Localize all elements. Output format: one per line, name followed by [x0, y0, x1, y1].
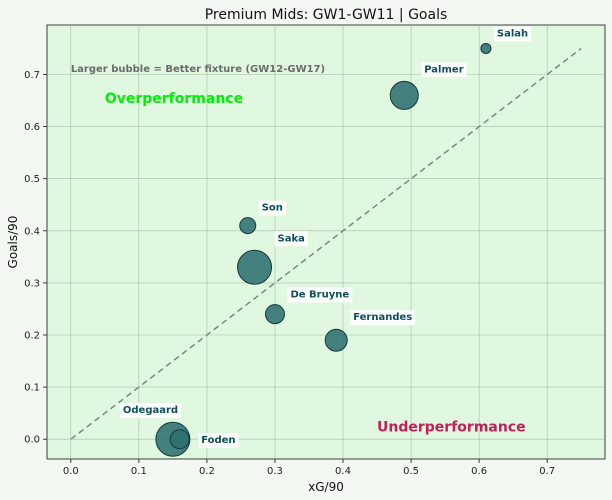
- point-label: Palmer: [424, 64, 463, 75]
- point-label-group: Salah: [493, 26, 532, 42]
- chart-title: Premium Mids: GW1-GW11 | Goals: [205, 7, 448, 23]
- point-label: Saka: [278, 233, 305, 244]
- x-tick-label: 0.5: [403, 466, 419, 477]
- axis-ticks: 0.0 0.1 0.2 0.3 0.4 0.5 0.6 0.7 0.0 0.1 0.2 0.3 0.4 0…: [24, 70, 555, 477]
- point-label: Odegaard: [123, 405, 178, 416]
- point-label: Salah: [497, 28, 528, 39]
- x-tick-label: 0.1: [131, 466, 147, 477]
- point-label-background: [287, 287, 353, 303]
- point-label-background: [350, 310, 416, 326]
- x-axis-label: xG/90: [308, 480, 344, 494]
- data-point: [324, 328, 348, 352]
- x-tick-label: 0.4: [335, 466, 351, 477]
- y-tick-label: 0.5: [24, 174, 40, 185]
- data-point: [169, 429, 190, 450]
- x-tick-label: 0.7: [539, 466, 555, 477]
- reference-line: [70, 47, 582, 440]
- point-label-background: [421, 62, 467, 78]
- data-point: [389, 80, 419, 110]
- data-point: [480, 42, 492, 54]
- point-label-background: [274, 231, 308, 247]
- points: [155, 42, 492, 457]
- overperformance-label: Overperformance: [105, 91, 243, 107]
- y-tick-label: 0.2: [24, 331, 40, 342]
- y-axis-label: Goals/90: [6, 216, 20, 269]
- point-label-group: Palmer: [421, 62, 467, 78]
- point-labels: Salah Palmer Son Saka De Bruyne Fernandes Odeg…: [119, 26, 532, 449]
- point-label-background: [258, 200, 286, 216]
- data-point: [239, 217, 257, 235]
- plot-area: [46, 24, 606, 460]
- point-label-group: Saka: [274, 231, 308, 247]
- point-label-group: De Bruyne: [287, 287, 353, 303]
- point-label: De Bruyne: [290, 290, 349, 301]
- underperformance-label: Underperformance: [377, 419, 526, 435]
- x-tick-label: 0.3: [267, 466, 283, 477]
- point-label: Foden: [201, 435, 235, 446]
- y-tick-label: 0.1: [24, 383, 40, 394]
- data-point: [237, 249, 273, 285]
- y-tick-label: 0.6: [24, 122, 40, 133]
- point-label-group: Odegaard: [119, 403, 182, 419]
- y-tick-label: 0.0: [24, 435, 40, 446]
- y-tick-label: 0.4: [24, 226, 40, 237]
- point-label-group: Fernandes: [350, 310, 416, 326]
- y-tick-label: 0.7: [24, 70, 40, 81]
- point-label: Son: [262, 203, 283, 214]
- point-label-group: Foden: [198, 433, 239, 449]
- point-label-background: [493, 26, 532, 42]
- point-label-background: [119, 403, 182, 419]
- x-tick-label: 0.6: [471, 466, 487, 477]
- data-point: [264, 304, 285, 325]
- point-label-group: Son: [258, 200, 286, 216]
- x-tick-label: 0.2: [199, 466, 215, 477]
- point-label-background: [198, 433, 239, 449]
- x-tick-label: 0.0: [63, 466, 79, 477]
- point-label: Fernandes: [353, 312, 412, 323]
- bubble-size-note: Larger bubble = Better fixture (GW12-GW1…: [71, 64, 325, 75]
- y-tick-label: 0.3: [24, 278, 40, 289]
